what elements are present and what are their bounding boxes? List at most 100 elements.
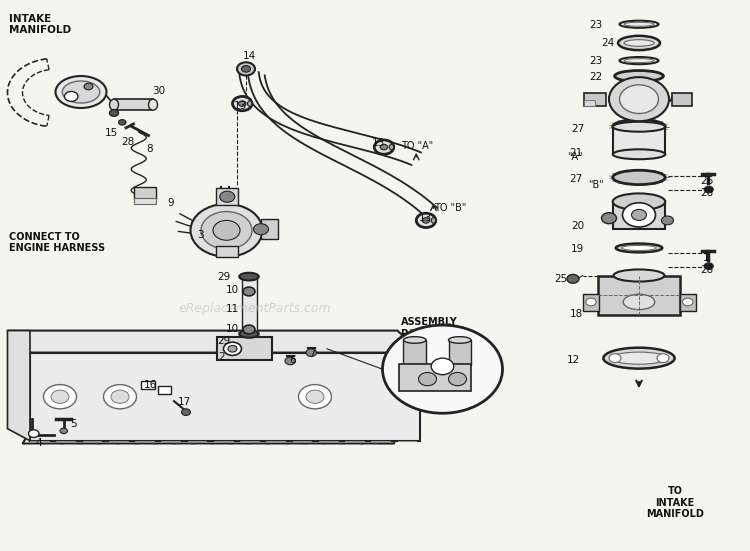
Bar [216, 246, 238, 257]
Circle shape [182, 409, 190, 415]
Ellipse shape [62, 81, 100, 103]
Text: eReplacementParts.com: eReplacementParts.com [178, 302, 332, 315]
Bar [598, 276, 680, 315]
Ellipse shape [613, 170, 665, 185]
Text: 19: 19 [571, 244, 584, 254]
Text: 6: 6 [290, 355, 296, 365]
Circle shape [243, 287, 255, 296]
Ellipse shape [618, 36, 660, 50]
Text: TO "A": TO "A" [401, 141, 433, 151]
Polygon shape [22, 397, 416, 444]
Text: TO
INTAKE
MANIFOLD: TO INTAKE MANIFOLD [646, 486, 704, 519]
Circle shape [104, 385, 136, 409]
Bar [584, 93, 606, 106]
Bar [448, 340, 471, 365]
Circle shape [632, 209, 646, 220]
Circle shape [704, 186, 713, 193]
Circle shape [682, 298, 693, 306]
Circle shape [609, 354, 621, 363]
Ellipse shape [613, 120, 665, 134]
Bar [404, 340, 426, 365]
Circle shape [44, 385, 76, 409]
Circle shape [51, 390, 69, 403]
Ellipse shape [603, 348, 675, 369]
Circle shape [704, 263, 713, 269]
Circle shape [567, 274, 579, 283]
Circle shape [232, 96, 252, 111]
Circle shape [448, 372, 466, 386]
Circle shape [622, 203, 656, 227]
Bar [242, 277, 256, 332]
Circle shape [111, 390, 129, 403]
Ellipse shape [624, 23, 654, 26]
Circle shape [28, 430, 39, 437]
Text: 15: 15 [104, 128, 118, 138]
Circle shape [620, 85, 658, 114]
Bar [399, 364, 471, 391]
Text: 3: 3 [197, 230, 203, 240]
Circle shape [64, 91, 78, 101]
Polygon shape [8, 331, 30, 441]
Ellipse shape [56, 76, 106, 108]
Text: 27: 27 [571, 125, 584, 134]
Text: 2: 2 [219, 352, 225, 362]
Ellipse shape [616, 244, 662, 252]
Polygon shape [8, 331, 420, 353]
Text: "B": "B" [588, 180, 604, 190]
Circle shape [118, 120, 126, 125]
Ellipse shape [615, 71, 663, 82]
Text: 28: 28 [121, 137, 134, 147]
Text: 20: 20 [571, 221, 584, 231]
Circle shape [224, 342, 242, 355]
Bar [141, 381, 154, 389]
Ellipse shape [620, 20, 658, 28]
Text: 10: 10 [226, 325, 239, 334]
Circle shape [220, 191, 235, 202]
Ellipse shape [148, 99, 158, 110]
Circle shape [416, 213, 436, 228]
Circle shape [238, 101, 246, 106]
Bar [613, 127, 665, 154]
Text: 26: 26 [700, 176, 713, 186]
Circle shape [190, 204, 262, 257]
Text: 23: 23 [590, 56, 603, 66]
Text: 13: 13 [372, 138, 386, 148]
Text: 17: 17 [178, 397, 191, 407]
Circle shape [422, 218, 430, 223]
Ellipse shape [239, 330, 259, 338]
Text: 1: 1 [704, 253, 710, 263]
Circle shape [285, 357, 296, 365]
Text: 23: 23 [590, 20, 603, 30]
Text: 4: 4 [36, 438, 42, 448]
Circle shape [306, 349, 316, 356]
Ellipse shape [431, 218, 436, 223]
Text: INTAKE
MANIFOLD: INTAKE MANIFOLD [9, 14, 71, 35]
Text: 12: 12 [566, 355, 580, 365]
Ellipse shape [622, 246, 656, 250]
Bar [613, 201, 665, 229]
Circle shape [84, 83, 93, 90]
Circle shape [374, 140, 394, 154]
Ellipse shape [239, 273, 259, 280]
Bar [114, 99, 153, 110]
Polygon shape [30, 353, 420, 441]
Text: 13: 13 [233, 101, 247, 111]
Bar [158, 386, 171, 394]
Ellipse shape [613, 193, 665, 210]
Ellipse shape [610, 352, 668, 364]
Circle shape [213, 220, 240, 240]
Circle shape [228, 345, 237, 352]
Circle shape [602, 213, 616, 224]
Text: 7: 7 [309, 348, 315, 358]
Circle shape [237, 62, 255, 75]
Text: 29: 29 [217, 336, 230, 345]
Circle shape [60, 428, 68, 434]
Circle shape [419, 372, 436, 386]
Text: 24: 24 [601, 38, 614, 48]
Bar [672, 93, 692, 106]
Polygon shape [30, 353, 420, 374]
Text: 22: 22 [590, 72, 603, 82]
Ellipse shape [110, 99, 118, 110]
Ellipse shape [389, 144, 394, 150]
Text: 30: 30 [152, 86, 166, 96]
